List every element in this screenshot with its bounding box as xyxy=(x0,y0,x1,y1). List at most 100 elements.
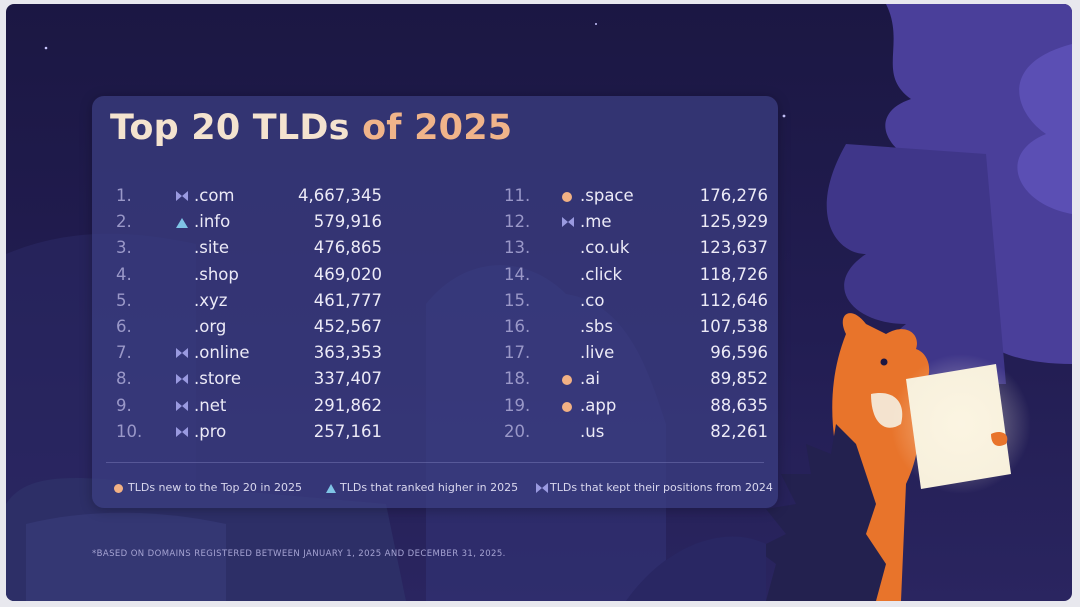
ranking-row: 13. .co.uk 123,637 xyxy=(484,238,774,264)
rank-number: 4. xyxy=(116,264,132,284)
tld-name: .space xyxy=(580,186,634,205)
rank-number: 14. xyxy=(504,264,531,284)
bush-shape xyxy=(756,424,886,601)
registration-count: 123,637 xyxy=(699,238,768,258)
tld-name: .us xyxy=(580,421,605,441)
rank-number: 9. xyxy=(116,395,132,415)
rank-number: 10. xyxy=(116,421,143,441)
legend-label-kept-position: TLDs that kept their positions from 2024 xyxy=(550,481,773,494)
legend-divider xyxy=(106,462,764,463)
ranking-row: 7. .online 363,353 xyxy=(92,343,382,369)
registration-count: 107,538 xyxy=(699,316,768,336)
bowtie-icon xyxy=(176,426,188,439)
rank-number: 18. xyxy=(504,369,531,389)
ranking-row: 18. .ai 89,852 xyxy=(484,369,774,395)
tld-name: .pro xyxy=(194,421,227,441)
tld-name: .net xyxy=(194,395,227,415)
ranking-row: 10. .pro 257,161 xyxy=(92,422,382,448)
ranking-row: 8. .store 337,407 xyxy=(92,369,382,395)
ranking-row: 15. .co 112,646 xyxy=(484,291,774,317)
tld-name: .me xyxy=(580,212,612,232)
tld-name: .app xyxy=(580,395,617,415)
footnote: *BASED ON DOMAINS REGISTERED BETWEEN JAN… xyxy=(92,549,506,559)
legend-label-ranked-higher: TLDs that ranked higher in 2025 xyxy=(340,481,519,494)
glow-shape xyxy=(891,354,1031,494)
tld-name: .com xyxy=(194,186,235,205)
title-main: Top 20 TLDs xyxy=(110,108,350,148)
bowtie-icon xyxy=(536,483,548,496)
rankings-card: Top 20 TLDs of 2025 1. .com 4,667,345 2. .in… xyxy=(92,96,778,508)
registration-count: 118,726 xyxy=(699,264,768,284)
registration-count: 257,161 xyxy=(313,421,382,441)
rank-number: 5. xyxy=(116,290,132,310)
rank-number: 13. xyxy=(504,238,531,258)
ranking-row: 1. .com 4,667,345 xyxy=(92,186,382,212)
star-icon xyxy=(595,23,597,25)
rank-number: 3. xyxy=(116,238,132,258)
rank-number: 8. xyxy=(116,369,132,389)
tld-name: .co xyxy=(580,290,605,310)
registration-count: 452,567 xyxy=(313,316,382,336)
bowtie-icon xyxy=(176,374,188,386)
legend-label-new: TLDs new to the Top 20 in 2025 xyxy=(128,481,302,494)
registration-count: 125,929 xyxy=(699,212,768,232)
ranking-row: 5. .xyz 461,777 xyxy=(92,291,382,317)
registration-count: 461,777 xyxy=(313,290,382,310)
tld-name: .online xyxy=(194,343,250,363)
rank-number: 7. xyxy=(116,343,132,363)
new-dot-icon xyxy=(114,484,123,493)
registration-count: 291,862 xyxy=(313,395,382,415)
ranking-row: 19. .app 88,635 xyxy=(484,396,774,422)
ranking-row: 6. .org 452,567 xyxy=(92,317,382,343)
rank-number: 20. xyxy=(504,421,531,441)
bowtie-icon xyxy=(176,400,188,413)
rank-number: 6. xyxy=(116,316,132,336)
star-icon xyxy=(44,46,48,50)
registration-count: 469,020 xyxy=(313,264,382,284)
up-triangle-icon xyxy=(176,218,188,229)
registration-count: 579,916 xyxy=(313,212,382,232)
tld-name: .store xyxy=(194,369,241,389)
infographic-scene: Top 20 TLDs of 2025 1. .com 4,667,345 2. .in… xyxy=(6,4,1072,601)
tree-shape xyxy=(826,144,1006,384)
new-dot-icon xyxy=(562,401,572,412)
title-accent: of 2025 xyxy=(362,108,513,148)
registration-count: 337,407 xyxy=(313,369,382,389)
page-title: Top 20 TLDs of 2025 xyxy=(110,108,512,148)
forest-illustration xyxy=(6,4,1072,601)
rank-number: 19. xyxy=(504,395,531,415)
fox-paw-icon xyxy=(991,432,1008,446)
ranking-row: 17. .live 96,596 xyxy=(484,343,774,369)
tld-name: .live xyxy=(580,343,615,363)
tree-shape xyxy=(1017,44,1072,214)
registration-count: 88,635 xyxy=(710,395,768,415)
ranking-row: 3. .site 476,865 xyxy=(92,238,382,264)
registration-count: 4,667,345 xyxy=(298,186,382,205)
tld-name: .co.uk xyxy=(580,238,630,258)
ranking-row: 20. .us 82,261 xyxy=(484,422,774,448)
tld-name: .org xyxy=(194,316,227,336)
tld-name: .info xyxy=(194,212,231,232)
ranking-row: 9. .net 291,862 xyxy=(92,396,382,422)
registration-count: 82,261 xyxy=(710,421,768,441)
registration-count: 96,596 xyxy=(710,343,768,363)
fox-eye-icon xyxy=(880,358,888,366)
bowtie-icon xyxy=(176,348,188,360)
new-dot-icon xyxy=(562,375,572,386)
rank-number: 11. xyxy=(504,186,531,205)
rank-number: 15. xyxy=(504,290,531,310)
ranking-row: 2. .info 579,916 xyxy=(92,212,382,238)
star-icon xyxy=(782,114,786,118)
ranking-row: 4. .shop 469,020 xyxy=(92,265,382,291)
tld-name: .shop xyxy=(194,264,239,284)
ranking-row: 16. .sbs 107,538 xyxy=(484,317,774,343)
rank-number: 17. xyxy=(504,343,531,363)
tld-name: .ai xyxy=(580,369,600,389)
up-triangle-icon xyxy=(326,484,336,493)
ranking-row: 14. .click 118,726 xyxy=(484,265,774,291)
registration-count: 176,276 xyxy=(699,186,768,205)
ranking-row: 12. .me 125,929 xyxy=(484,212,774,238)
tld-name: .click xyxy=(580,264,623,284)
rank-number: 16. xyxy=(504,316,531,336)
tld-name: .site xyxy=(194,238,230,258)
